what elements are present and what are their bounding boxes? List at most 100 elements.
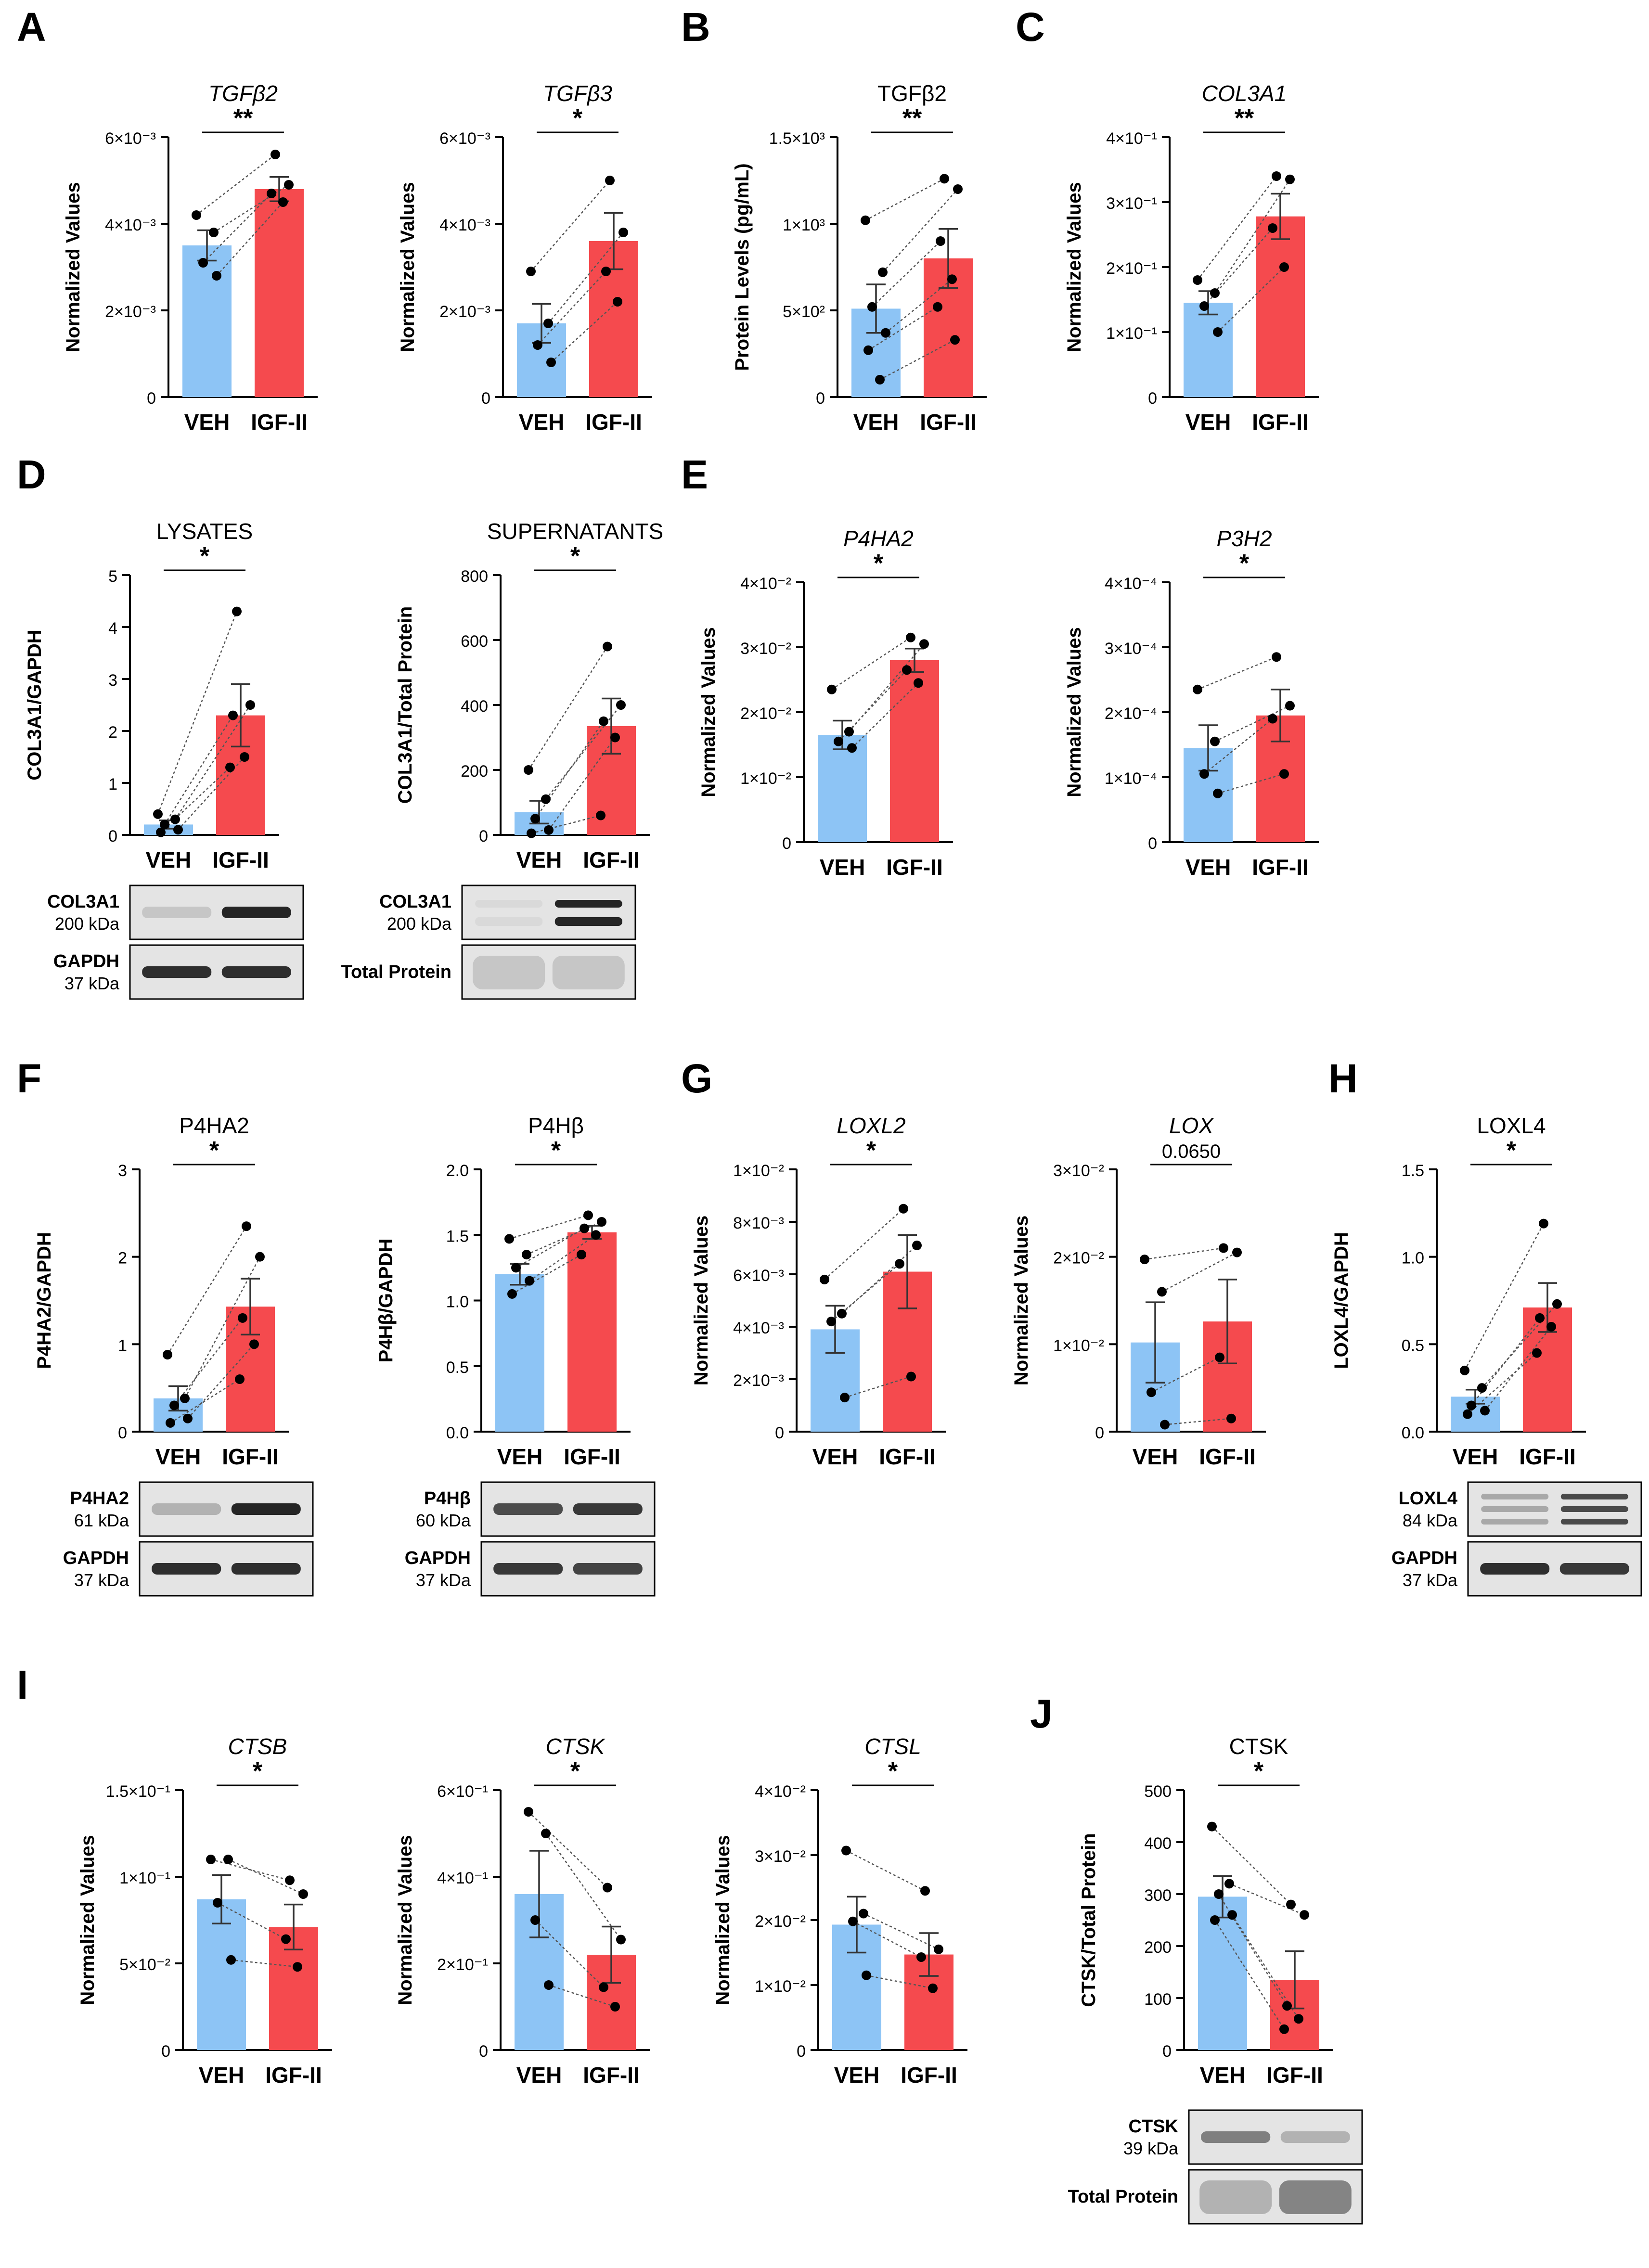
chart-e2: 0 1×10⁻⁴ 2×10⁻⁴ 3×10⁻⁴ 4×10⁻⁴ Normalized Valu… bbox=[1064, 526, 1319, 880]
category-label: IGF-II bbox=[583, 2063, 640, 2088]
pair-line bbox=[846, 1850, 926, 1892]
pair-line bbox=[872, 241, 941, 308]
chart-i2: 0 2×10⁻¹ 4×10⁻¹ 6×10⁻¹ Normalized Values CTSK… bbox=[395, 1734, 650, 2088]
data-point bbox=[209, 228, 219, 237]
data-point bbox=[1300, 1910, 1309, 1920]
blot-band bbox=[1481, 1494, 1549, 1499]
y-tick-label: 3×10⁻¹ bbox=[1106, 194, 1157, 213]
chart-title: TGFβ3 bbox=[543, 81, 612, 106]
category-label: IGF-II bbox=[901, 2063, 957, 2088]
data-point bbox=[601, 267, 611, 276]
pair-line bbox=[1214, 179, 1291, 294]
data-point bbox=[1224, 1879, 1234, 1889]
significance-label: ** bbox=[1235, 104, 1254, 132]
blot-band bbox=[221, 907, 291, 918]
y-tick-label: 1.5×10³ bbox=[769, 129, 825, 148]
category-label: IGF-II bbox=[1199, 1444, 1256, 1469]
data-point bbox=[163, 1350, 172, 1360]
data-point bbox=[616, 1935, 626, 1945]
pair-line bbox=[1217, 773, 1285, 794]
data-point bbox=[527, 828, 536, 838]
y-tick-label: 4×10⁻⁴ bbox=[1105, 575, 1157, 593]
data-point bbox=[859, 1909, 868, 1919]
data-point bbox=[170, 814, 180, 824]
data-point bbox=[1199, 769, 1209, 779]
y-tick-label: 4×10⁻³ bbox=[733, 1319, 784, 1337]
y-tick-label: 2×10⁻³ bbox=[105, 303, 156, 321]
data-point bbox=[867, 302, 877, 312]
chart-g1: 0 2×10⁻³ 4×10⁻³ 6×10⁻³ 8×10⁻³ 1×10⁻² Normalize… bbox=[691, 1113, 946, 1469]
data-point bbox=[603, 641, 612, 652]
data-point bbox=[920, 1886, 930, 1896]
y-tick-label: 2×10⁻¹ bbox=[437, 1956, 488, 1974]
y-tick-label: 0 bbox=[161, 2042, 170, 2061]
significance-label: * bbox=[874, 550, 884, 577]
significance-label: * bbox=[1507, 1137, 1517, 1165]
pair-line bbox=[187, 1344, 255, 1419]
data-point bbox=[936, 236, 945, 246]
y-tick-label: 0 bbox=[782, 834, 791, 853]
pair-line bbox=[174, 705, 251, 820]
blot-band bbox=[552, 956, 625, 989]
blot-protein-label: GAPDH bbox=[1391, 1548, 1457, 1568]
category-label: VEH bbox=[820, 855, 865, 880]
significance-label: * bbox=[200, 542, 210, 570]
chart-f1: 0 1 2 3 P4HA2/GAPDH P4HA2* VEH IGF-II bbox=[34, 1113, 289, 1469]
blot-band bbox=[554, 900, 622, 908]
data-point bbox=[947, 274, 957, 284]
data-point bbox=[841, 1845, 851, 1856]
pair-line bbox=[203, 193, 272, 263]
blot-band bbox=[142, 907, 212, 918]
data-point bbox=[267, 189, 276, 198]
data-point bbox=[834, 736, 843, 746]
category-label: IGF-II bbox=[1252, 410, 1309, 435]
blot-band bbox=[231, 1503, 301, 1515]
y-tick-label: 0 bbox=[1148, 834, 1157, 853]
y-tick-label: 0 bbox=[797, 2042, 806, 2061]
pair-line bbox=[164, 715, 234, 825]
data-point bbox=[255, 1252, 265, 1262]
pair-line bbox=[866, 1974, 933, 1989]
chart-a2: 0 2×10⁻³ 4×10⁻³ 6×10⁻³ Normalized Values TGFβ… bbox=[397, 81, 652, 435]
category-label: VEH bbox=[812, 1444, 858, 1469]
data-point bbox=[597, 1217, 606, 1227]
pair-line bbox=[196, 154, 276, 216]
y-tick-label: 0 bbox=[118, 1424, 127, 1442]
pair-line bbox=[529, 1234, 596, 1281]
pair-line bbox=[551, 301, 618, 363]
panel-letter-a: A bbox=[17, 4, 46, 50]
y-tick-label: 0 bbox=[1095, 1424, 1104, 1442]
data-point bbox=[1227, 1910, 1237, 1920]
chart-i1: 0 5×10⁻² 1×10⁻¹ 1.5×10⁻¹ Normalized Values CT… bbox=[77, 1734, 332, 2088]
data-point bbox=[1147, 1387, 1156, 1397]
y-tick-label: 1×10⁻² bbox=[1053, 1336, 1104, 1355]
chart-a1: 0 2×10⁻³ 4×10⁻³ 6×10⁻³ Normalized Values TGFβ… bbox=[63, 81, 318, 435]
blot-protein-label: CTSK bbox=[1129, 2116, 1179, 2137]
bar-veh bbox=[495, 1274, 544, 1432]
pair-line bbox=[831, 637, 911, 690]
significance-label: * bbox=[866, 1137, 876, 1165]
data-point bbox=[820, 1274, 829, 1284]
category-label: VEH bbox=[516, 2063, 562, 2088]
pair-line bbox=[216, 202, 283, 276]
panel-letter-j: J bbox=[1030, 1691, 1053, 1736]
y-tick-label: 0.0 bbox=[1402, 1424, 1424, 1442]
significance-label: * bbox=[570, 1757, 580, 1785]
y-tick-label: 200 bbox=[1144, 1938, 1172, 1957]
data-point bbox=[940, 174, 949, 184]
y-tick-label: 3×10⁻² bbox=[740, 640, 791, 658]
data-point bbox=[1272, 652, 1281, 662]
data-point bbox=[530, 814, 540, 824]
blot-size-label: 39 kDa bbox=[1123, 2139, 1179, 2158]
blot-protein-label: Total Protein bbox=[1068, 2187, 1178, 2207]
data-point bbox=[223, 1855, 233, 1864]
data-point bbox=[599, 1982, 608, 1992]
data-point bbox=[504, 1234, 514, 1244]
y-tick-label: 1×10⁻¹ bbox=[119, 1869, 170, 1887]
y-tick-label: 300 bbox=[1144, 1886, 1172, 1905]
y-tick-label: 1.5 bbox=[1402, 1162, 1424, 1180]
blot-size-label: 37 kDa bbox=[416, 1570, 471, 1590]
data-point bbox=[1210, 288, 1220, 298]
y-tick-label: 500 bbox=[1144, 1782, 1172, 1801]
